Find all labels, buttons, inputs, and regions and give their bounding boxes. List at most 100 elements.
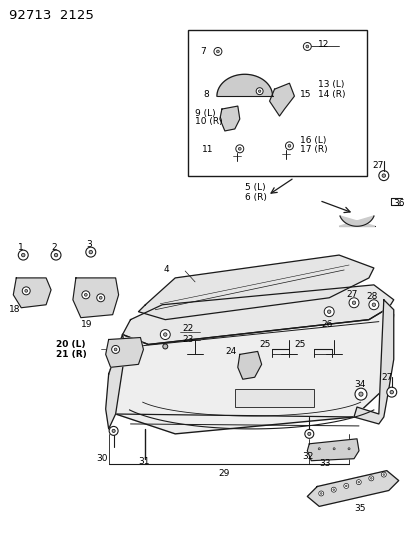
Ellipse shape [214,47,221,55]
Text: 21 (R): 21 (R) [56,350,87,359]
Text: 25: 25 [294,340,305,349]
Text: 2: 2 [51,243,57,252]
Ellipse shape [84,294,87,296]
Polygon shape [108,308,393,434]
Polygon shape [13,278,51,308]
Ellipse shape [238,148,241,150]
Polygon shape [219,106,239,131]
Ellipse shape [25,289,28,292]
Ellipse shape [54,253,58,257]
Ellipse shape [114,348,117,351]
Text: 29: 29 [217,469,229,478]
Ellipse shape [305,45,308,48]
Text: 20 (L): 20 (L) [56,340,85,349]
Ellipse shape [109,426,118,435]
Text: 7: 7 [199,47,205,56]
Text: 31: 31 [138,457,150,466]
Text: 28: 28 [365,292,376,301]
Polygon shape [338,216,374,227]
Polygon shape [105,337,143,367]
Text: 9 (L): 9 (L) [195,109,215,118]
Ellipse shape [51,250,61,260]
Polygon shape [122,285,393,344]
Text: 22: 22 [182,324,193,333]
Polygon shape [138,255,373,320]
Text: 19: 19 [81,320,92,329]
Ellipse shape [378,171,388,181]
Ellipse shape [351,301,355,304]
Polygon shape [269,83,294,116]
Text: 32: 32 [301,452,313,461]
Ellipse shape [323,306,333,317]
Ellipse shape [330,446,336,452]
Ellipse shape [235,145,243,153]
Ellipse shape [320,492,321,494]
Ellipse shape [357,481,359,483]
Ellipse shape [371,303,375,306]
Ellipse shape [163,333,166,336]
Polygon shape [306,471,398,506]
Ellipse shape [332,489,334,490]
Ellipse shape [356,480,361,484]
Ellipse shape [327,310,330,313]
Text: 16 (L): 16 (L) [300,136,326,146]
Text: 15: 15 [300,90,311,99]
Ellipse shape [368,300,378,310]
Ellipse shape [285,142,293,150]
Ellipse shape [389,390,392,394]
Ellipse shape [112,429,115,432]
Ellipse shape [318,491,323,496]
Text: 13 (L): 13 (L) [318,80,344,88]
Ellipse shape [303,43,311,51]
Ellipse shape [112,345,119,353]
Text: 92713  2125: 92713 2125 [9,9,94,22]
Ellipse shape [216,50,219,53]
Ellipse shape [344,485,346,487]
Polygon shape [353,300,393,424]
Text: 18: 18 [9,305,21,314]
Ellipse shape [256,88,263,95]
Polygon shape [306,439,358,461]
Text: 3: 3 [85,240,91,249]
Ellipse shape [370,478,371,479]
Text: 12: 12 [318,40,329,49]
Text: 26: 26 [320,320,332,329]
Text: 5 (L)
6 (R): 5 (L) 6 (R) [244,183,266,202]
Ellipse shape [160,329,170,340]
Polygon shape [105,335,125,429]
Ellipse shape [358,392,362,396]
Text: 27: 27 [345,290,356,300]
Ellipse shape [99,296,102,299]
Ellipse shape [82,291,90,299]
Ellipse shape [348,298,358,308]
Ellipse shape [89,251,92,254]
Text: 27: 27 [371,161,382,170]
Text: 25: 25 [259,340,271,349]
Ellipse shape [386,387,396,397]
Ellipse shape [380,472,385,477]
Ellipse shape [354,388,366,400]
Ellipse shape [330,487,335,492]
Ellipse shape [162,344,167,349]
Text: 8: 8 [202,90,208,99]
Text: 14 (R): 14 (R) [318,90,345,99]
Ellipse shape [343,483,348,488]
Bar [188,30,366,175]
Text: 24: 24 [224,347,235,356]
Ellipse shape [345,446,351,452]
Ellipse shape [258,90,260,92]
Ellipse shape [332,448,335,450]
Text: 11: 11 [202,146,213,154]
Text: 30: 30 [97,454,108,463]
Text: 35: 35 [353,504,365,513]
Bar [234,389,313,407]
Ellipse shape [304,430,313,438]
Text: 10 (R): 10 (R) [195,117,222,126]
Text: 33: 33 [318,459,330,468]
Text: 23: 23 [182,335,193,344]
Ellipse shape [368,476,373,481]
Text: 1: 1 [18,243,24,252]
Ellipse shape [318,448,320,450]
Ellipse shape [287,144,290,147]
Ellipse shape [22,287,30,295]
